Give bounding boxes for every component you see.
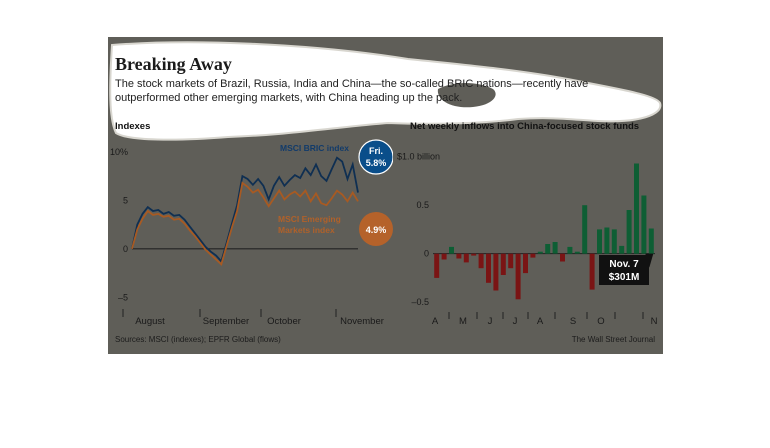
inflow-bar	[567, 246, 573, 254]
bric-bubble-value: 5.8%	[366, 158, 387, 168]
highlight-scribble	[109, 41, 662, 141]
y-tick-label: 0.5	[416, 200, 429, 210]
emerging-value-bubble	[359, 212, 393, 246]
highlight-shape	[109, 41, 662, 141]
inflow-bar	[537, 251, 543, 254]
sources-note: Sources: MSCI (indexes); EPFR Global (fl…	[115, 335, 281, 344]
x-month-label: September	[203, 316, 249, 327]
inflow-bar	[523, 253, 528, 274]
callout-date: Nov. 7	[609, 259, 639, 270]
inflow-bar	[634, 163, 639, 254]
y-tick-label: 0	[424, 249, 429, 259]
inflow-bar	[648, 228, 654, 254]
y-tick-label: 0	[123, 244, 128, 254]
indexes-line-chart: 10% 5 0 –5 August September October November MSC…	[110, 139, 393, 327]
inflow-bar	[552, 242, 558, 254]
inflow-bar	[611, 229, 617, 254]
inflow-bar	[604, 227, 610, 254]
inflow-bar	[545, 244, 551, 254]
x-month-label: A	[432, 316, 439, 327]
x-month-label: M	[459, 316, 467, 327]
callout-box	[599, 255, 649, 285]
inflow-bar	[441, 253, 447, 260]
right-panel-title: Net weekly inflows into China-focused st…	[410, 121, 640, 132]
bric-series-line	[131, 156, 359, 264]
chart-figure: Breaking Away The stock markets of Brazi…	[108, 37, 663, 354]
inflow-bar	[463, 253, 469, 263]
x-month-label: J	[488, 316, 493, 327]
x-month-label: August	[135, 316, 165, 327]
y-tick-label: 10%	[110, 147, 128, 157]
left-panel-title: Indexes	[115, 121, 151, 132]
y-tick-label: –5	[118, 292, 128, 302]
inflow-bar	[486, 253, 491, 283]
x-month-label: October	[267, 316, 301, 327]
emerging-series-line	[131, 181, 359, 266]
x-month-label: O	[597, 316, 604, 327]
bric-bubble-day: Fri.	[369, 146, 383, 156]
inflow-bar	[626, 210, 632, 254]
chart-subtitle: The stock markets of Brazil, Russia, Ind…	[115, 78, 589, 104]
chart-title: Breaking Away	[115, 54, 232, 74]
y-tick-label: –0.5	[411, 297, 429, 307]
emerging-series-label: Markets index	[278, 225, 335, 235]
callout-value: $301M	[609, 272, 640, 283]
inflow-bar	[641, 195, 647, 254]
inflow-bar	[456, 253, 462, 259]
inflow-bar	[582, 205, 588, 254]
emerging-bubble-value: 4.9%	[366, 225, 387, 235]
inflow-bar	[589, 253, 595, 290]
bric-value-bubble	[358, 139, 393, 175]
y-tick-label: $1.0 billion	[397, 152, 440, 162]
inflow-bar	[530, 253, 536, 258]
x-month-label: J	[513, 316, 518, 327]
inflow-bar	[619, 245, 625, 254]
inflow-bar	[508, 253, 514, 269]
emerging-series-label: MSCI Emerging	[278, 214, 341, 224]
x-month-label: S	[570, 316, 576, 327]
inflow-bar	[434, 253, 440, 278]
credit: The Wall Street Journal	[571, 335, 655, 344]
x-month-label: N	[651, 316, 658, 327]
bric-series-label: MSCI BRIC index	[280, 143, 349, 153]
inflow-bar	[515, 253, 521, 300]
inflow-bar	[478, 253, 484, 269]
highlight-gap	[437, 83, 496, 108]
inflow-bar	[449, 246, 454, 254]
inflow-bar	[597, 229, 602, 254]
inflow-bar	[574, 251, 580, 254]
inflow-bar	[500, 253, 506, 275]
inflow-bar	[471, 253, 477, 256]
inflow-bar	[560, 253, 565, 262]
x-month-label: November	[340, 316, 384, 327]
y-tick-label: 5	[123, 195, 128, 205]
x-month-label: A	[537, 316, 544, 327]
inflow-bar	[493, 253, 499, 291]
